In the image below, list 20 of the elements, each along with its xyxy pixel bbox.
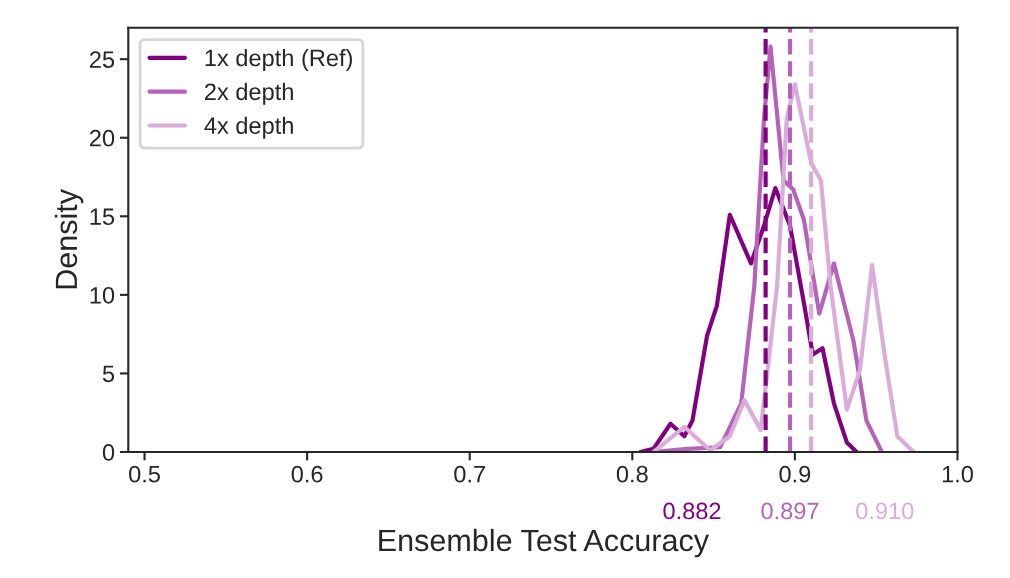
x-tick-label: 0.7 [454, 465, 485, 483]
x-tick-label: 0.9 [779, 465, 811, 483]
y-tick-label: 25 [90, 51, 115, 68]
x-tick-label: 0.6 [291, 465, 323, 483]
ref-line-label: 0.897 [761, 502, 819, 520]
x-axis-title: Ensemble Test Accuracy [379, 528, 709, 558]
legend-label: 2x depth [205, 82, 293, 105]
y-tick-label: 20 [90, 129, 115, 147]
ref-line-label: 0.882 [663, 502, 721, 520]
x-tick-label: 1.0 [942, 465, 973, 483]
legend-label: 1x depth (Ref) [205, 48, 352, 71]
x-tick-label: 0.8 [616, 465, 648, 483]
legend-label: 4x depth [204, 116, 293, 139]
y-tick-label: 5 [102, 365, 115, 383]
y-tick-label: 15 [90, 208, 115, 226]
y-tick-label: 10 [90, 286, 115, 304]
y-axis-title: Density [54, 188, 84, 289]
y-tick-label: 0 [102, 444, 115, 461]
x-tick-label: 0.5 [129, 465, 160, 483]
ref-line-label: 0.910 [856, 502, 914, 520]
